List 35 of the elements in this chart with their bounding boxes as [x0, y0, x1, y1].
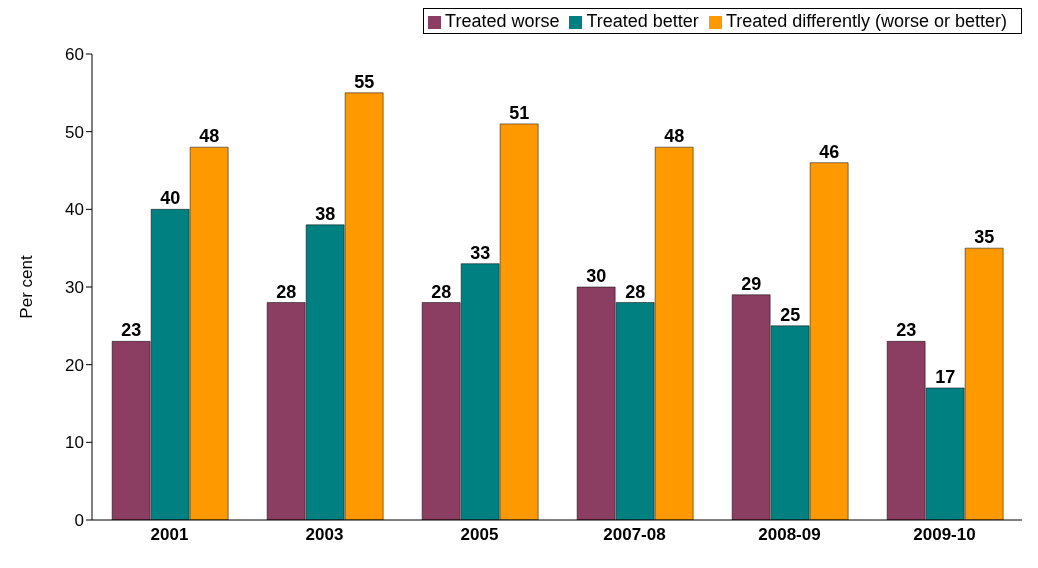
x-tick-label: 2007-08	[603, 525, 666, 545]
data-label: 40	[160, 188, 181, 209]
data-label: 55	[354, 71, 375, 92]
data-label: 23	[121, 320, 142, 341]
legend-label: Treated worse	[445, 11, 560, 31]
y-tick-label: 40	[65, 200, 84, 220]
data-label: 28	[276, 281, 297, 302]
y-tick-label: 60	[65, 45, 84, 65]
x-tick-label: 2005	[460, 525, 499, 545]
y-tick-label: 10	[65, 433, 84, 453]
data-label: 51	[509, 102, 530, 123]
x-tick-label: 2001	[150, 525, 189, 545]
y-tick-label: 0	[74, 511, 84, 531]
y-tick-label: 50	[65, 122, 84, 142]
data-label: 48	[199, 126, 220, 147]
data-label: 33	[470, 242, 491, 263]
y-tick-label: 30	[65, 278, 84, 298]
data-label: 25	[780, 304, 801, 325]
data-label: 17	[935, 366, 956, 387]
data-label: 29	[741, 273, 762, 294]
data-label: 28	[431, 281, 452, 302]
data-label: 23	[896, 320, 917, 341]
data-label: 30	[586, 266, 607, 286]
x-tick-label: 2003	[305, 525, 344, 545]
data-label: 46	[819, 141, 840, 162]
legend-label: Treated better	[586, 11, 699, 31]
legend-label: Treated differently (worse or better)	[725, 11, 1007, 31]
x-tick-label: 2008-09	[758, 525, 821, 545]
y-tick-label: 20	[65, 355, 84, 375]
y-axis-title: Per cent	[17, 255, 37, 319]
x-tick-label: 2009-10	[913, 525, 976, 545]
data-label: 28	[625, 281, 646, 302]
data-label: 48	[664, 126, 685, 147]
data-label: 35	[974, 227, 995, 248]
data-label: 38	[315, 203, 336, 224]
